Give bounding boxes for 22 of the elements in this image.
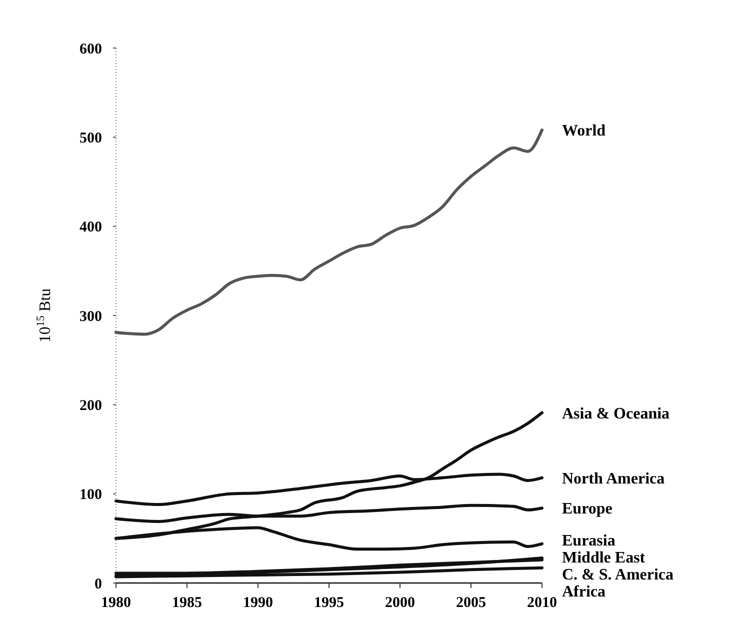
series-label: C. & S. America bbox=[562, 566, 674, 584]
y-tick-label: 300 bbox=[80, 308, 102, 325]
series-label: Africa bbox=[562, 584, 606, 601]
series-label: World bbox=[562, 122, 606, 140]
y-tick-label: 200 bbox=[80, 398, 102, 414]
y-tick-label: 100 bbox=[80, 487, 102, 504]
series-label: Middle East bbox=[562, 550, 646, 567]
y-tick-label: 400 bbox=[80, 220, 102, 236]
series-label: Europe bbox=[562, 500, 612, 518]
y-tick-label: 0 bbox=[94, 576, 102, 592]
x-tick-label: 1995 bbox=[314, 595, 344, 611]
x-tick-label: 2010 bbox=[527, 595, 557, 611]
x-tick-label: 2005 bbox=[456, 595, 486, 611]
y-tick-label: 600 bbox=[80, 41, 102, 58]
x-tick-label: 1980 bbox=[101, 595, 131, 611]
x-tick-label: 1990 bbox=[243, 595, 273, 611]
series-label: Eurasia bbox=[562, 532, 616, 550]
y-tick-label: 500 bbox=[80, 130, 102, 146]
x-tick-label: 2000 bbox=[385, 595, 415, 611]
series-label: Asia & Oceania bbox=[562, 405, 670, 422]
series-label: North America bbox=[562, 470, 665, 488]
x-tick-label: 1985 bbox=[172, 595, 202, 611]
